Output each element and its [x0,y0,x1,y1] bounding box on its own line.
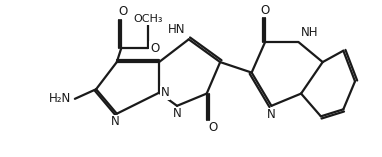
Text: O: O [261,4,270,17]
Text: HN: HN [168,23,185,36]
Text: OCH₃: OCH₃ [134,14,163,24]
Text: O: O [118,5,128,19]
Text: O: O [150,42,159,55]
Text: O: O [208,122,218,134]
Text: N: N [161,86,170,99]
Text: N: N [267,108,276,122]
Text: N: N [111,115,120,128]
Text: N: N [173,108,181,120]
Text: NH: NH [301,26,319,39]
Text: H₂N: H₂N [49,92,71,105]
